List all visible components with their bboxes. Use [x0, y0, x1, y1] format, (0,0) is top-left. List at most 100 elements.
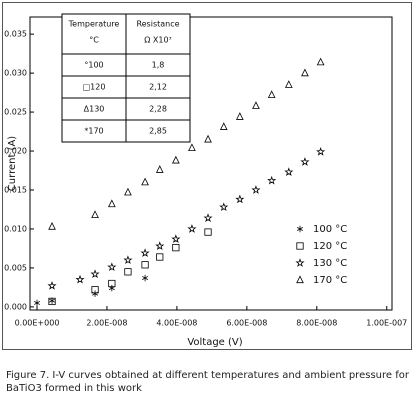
- asterisk-arm: [49, 298, 56, 303]
- inset-table-cell: *170: [84, 127, 103, 136]
- marker-triangle: [296, 275, 304, 284]
- y-tick-label: 0.005: [4, 263, 27, 272]
- marker-square: [204, 228, 212, 236]
- marker-star: [107, 262, 117, 272]
- inset-table-header: Resistance: [136, 20, 179, 29]
- star: [123, 255, 133, 265]
- triangle: [219, 122, 228, 130]
- triangle: [316, 57, 325, 66]
- marker-square: [108, 279, 116, 288]
- triangle: [141, 177, 149, 186]
- marker-star: [155, 241, 165, 250]
- square: [296, 242, 304, 250]
- marker-triangle: [141, 177, 149, 186]
- asterisk-arm: [142, 276, 149, 280]
- marker-asterisk: [297, 225, 303, 233]
- marker-star: [300, 157, 310, 166]
- marker-square: [172, 244, 180, 252]
- triangle: [124, 187, 132, 196]
- marker-star: [171, 234, 181, 243]
- marker-star: [235, 194, 245, 204]
- y-tick-label: 0.010: [4, 224, 27, 233]
- x-tick-label: 0.00E+000: [15, 319, 60, 328]
- inset-table-cell: 2,12: [149, 83, 167, 92]
- inset-table-cell: 2,85: [149, 127, 167, 136]
- marker-square: [124, 268, 132, 276]
- marker-triangle: [204, 134, 212, 143]
- y-tick-label: 0.030: [4, 69, 27, 78]
- marker-star: [284, 167, 294, 176]
- x-axis-label: Voltage (V): [187, 337, 242, 348]
- marker-star: [316, 146, 326, 156]
- star: [316, 146, 326, 156]
- figure-frame: [2, 2, 412, 350]
- marker-star: [219, 202, 229, 212]
- inset-table-header: Ω X10⁷: [144, 36, 172, 45]
- x-tick-label: 1.00E-007: [366, 319, 407, 328]
- star: [107, 262, 117, 272]
- y-tick-label: 0.025: [4, 108, 27, 117]
- inset-table-cell: 2,28: [149, 105, 167, 114]
- marker-star: [47, 281, 57, 290]
- star: [295, 258, 305, 267]
- triangle: [155, 165, 164, 173]
- y-tick-label: 0.015: [4, 185, 27, 194]
- inset-table-cell: Δ130: [84, 105, 105, 114]
- legend-label: 120 °C: [313, 241, 347, 252]
- marker-star: [75, 274, 85, 284]
- y-tick-label: 0.020: [4, 147, 27, 156]
- square: [48, 297, 56, 306]
- marker-asterisk: [92, 290, 99, 297]
- marker-asterisk: [34, 299, 40, 307]
- star: [47, 281, 57, 290]
- asterisk-arm: [297, 227, 303, 231]
- marker-triangle: [301, 68, 309, 77]
- star: [171, 234, 181, 243]
- triangle: [48, 222, 56, 230]
- triangle: [301, 68, 309, 77]
- triangle: [284, 80, 293, 88]
- x-tick-label: 2.00E-008: [86, 319, 127, 328]
- star: [90, 269, 100, 279]
- marker-square: [91, 286, 99, 294]
- y-axis-label: Current (A): [7, 136, 18, 191]
- marker-triangle: [284, 80, 293, 88]
- y-tick-label: 0.035: [4, 30, 27, 39]
- legend-label: 100 °C: [313, 224, 347, 235]
- inset-table-cell: 1,8: [152, 61, 165, 70]
- square: [156, 253, 164, 261]
- marker-asterisk: [142, 274, 149, 282]
- triangle: [236, 112, 244, 120]
- inset-table-header: Temperature: [68, 20, 120, 29]
- marker-triangle: [236, 112, 244, 120]
- marker-triangle: [188, 143, 196, 152]
- legend-label: 130 °C: [313, 258, 347, 269]
- star: [219, 202, 229, 212]
- x-tick-label: 4.00E-008: [156, 319, 197, 328]
- marker-triangle: [48, 222, 56, 230]
- triangle: [267, 90, 276, 99]
- marker-triangle: [316, 57, 325, 66]
- square: [124, 268, 132, 276]
- marker-star: [203, 213, 213, 222]
- star: [187, 224, 197, 233]
- square: [141, 261, 149, 269]
- marker-star: [267, 175, 277, 185]
- star: [75, 274, 85, 284]
- asterisk-arm: [108, 286, 115, 291]
- marker-triangle: [252, 101, 260, 109]
- inset-table-header: °C: [89, 36, 99, 45]
- marker-triangle: [107, 199, 116, 208]
- square: [172, 244, 180, 252]
- marker-square: [48, 297, 56, 306]
- marker-square: [156, 253, 164, 261]
- marker-triangle: [267, 90, 276, 99]
- square: [204, 228, 212, 236]
- chart: Voltage (V) Current (A) 0.00E+000 2.00E-0…: [4, 13, 407, 348]
- triangle: [188, 143, 196, 152]
- marker-star: [251, 185, 261, 194]
- marker-star: [140, 248, 150, 258]
- star: [140, 248, 150, 258]
- triangle: [204, 134, 212, 143]
